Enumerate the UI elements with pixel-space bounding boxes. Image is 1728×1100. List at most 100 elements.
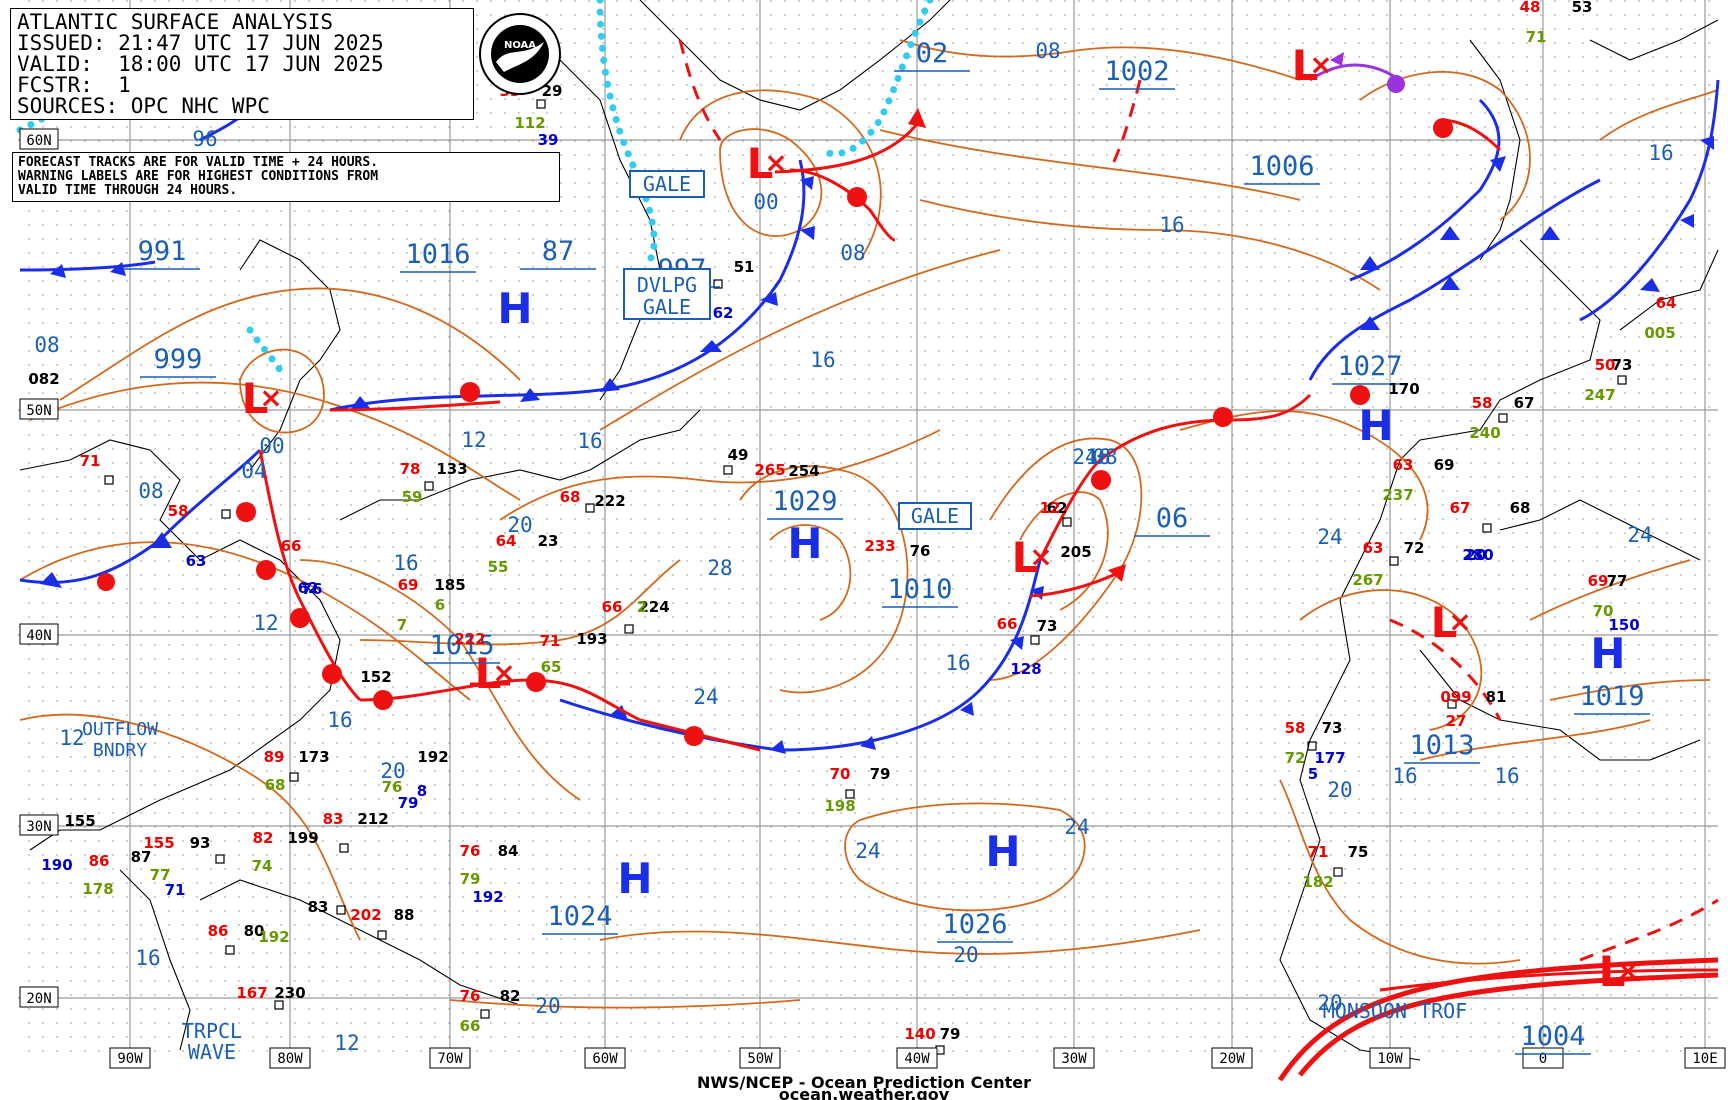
warning-box: [898, 502, 972, 530]
isobar-label: 16: [393, 551, 418, 575]
header-forecaster: FCSTR: 1: [17, 73, 131, 97]
warning-label: GALE: [643, 172, 691, 196]
isobar-label: 24: [1627, 523, 1652, 547]
station-observation: 082: [28, 370, 59, 388]
station-observation: 192: [472, 888, 503, 906]
isobar-label: 08: [1035, 39, 1060, 63]
isobar-label: 12: [59, 726, 84, 750]
station-observation: 140: [904, 1025, 935, 1043]
lon-label: 90W: [117, 1051, 143, 1067]
station-observation: 265: [754, 461, 785, 479]
isobar-label: 04: [241, 459, 266, 483]
header-issued: ISSUED: 21:47 UTC 17 JUN 2025: [17, 31, 384, 55]
lon-label-box: [1369, 1047, 1411, 1069]
station-observation: 280: [1462, 546, 1493, 564]
station-observation: 81: [1486, 688, 1507, 706]
isobar-label: 12: [461, 428, 486, 452]
note-line-3: VALID TIME THROUGH 24 HOURS.: [18, 183, 238, 198]
station-observation: 205: [1060, 543, 1091, 561]
station-observation: 69: [398, 576, 419, 594]
station-observation: 58: [168, 502, 189, 520]
annotation-label: OUTFLOW: [82, 719, 158, 740]
station-observation: 150: [1608, 616, 1639, 634]
station-observation: 48: [1520, 0, 1541, 16]
station-observation: 86: [89, 852, 110, 870]
station-observation: 75: [1348, 843, 1369, 861]
station-observation: 155: [64, 812, 95, 830]
isobar-label: 02: [916, 38, 949, 69]
lat-label-box: [19, 398, 59, 420]
station-observation: 83: [323, 810, 344, 828]
station-observation: 222: [454, 630, 485, 648]
warning-label: GALE: [911, 504, 959, 528]
station-observation: 267: [1352, 571, 1383, 589]
lon-label-box: [429, 1047, 471, 1069]
low-pressure-center: L: [1012, 533, 1039, 582]
station-observation: 212: [357, 810, 388, 828]
station-observation: 62: [713, 304, 734, 322]
station-observation: 70: [830, 765, 851, 783]
lon-label-box: [1053, 1047, 1095, 1069]
noaa-logo: NOAA: [478, 12, 562, 96]
station-observation: 2: [637, 598, 647, 616]
station-observation: 182: [1302, 873, 1333, 891]
isobar-label: 16: [945, 651, 970, 675]
isobar-label: 08: [34, 333, 59, 357]
station-observation: 167: [236, 984, 267, 1002]
isobar-label: 20: [1317, 991, 1342, 1015]
low-pressure-center: L: [1292, 41, 1319, 90]
isobar-label: 1029: [772, 486, 837, 517]
lon-label: 0: [1539, 1051, 1547, 1067]
isobar-label: 1013: [1409, 730, 1474, 761]
low-pressure-center: L: [242, 374, 269, 423]
isobar-label: 16: [1159, 213, 1184, 237]
lon-label-box: [896, 1047, 938, 1069]
isobar-label: 24: [855, 839, 880, 863]
lat-label-box: [19, 814, 59, 836]
isobar-label: 1004: [1520, 1021, 1585, 1052]
station-observation: 247: [1584, 386, 1615, 404]
station-observation: 39: [538, 131, 559, 149]
lat-label-box: [19, 623, 59, 645]
isobar-label: 16: [1085, 445, 1110, 469]
station-observation: 53: [1572, 0, 1593, 16]
station-observation: 76: [910, 542, 931, 560]
isobar-label: 1002: [1104, 56, 1169, 87]
lon-label: 10W: [1377, 1051, 1403, 1067]
station-observation: 170: [1388, 380, 1419, 398]
lon-label: 30W: [1061, 1051, 1087, 1067]
lon-label-box: [739, 1047, 781, 1069]
station-observation: 66: [997, 615, 1018, 633]
lon-label-box: [1211, 1047, 1253, 1069]
station-observation: 20: [1466, 546, 1487, 564]
station-observation: 66: [281, 537, 302, 555]
lon-label-box: [269, 1047, 311, 1069]
station-observation: 82: [500, 987, 521, 1005]
lat-label: 50N: [26, 403, 51, 419]
isobar-label: 08: [840, 241, 865, 265]
station-observation: 63: [1393, 456, 1414, 474]
low-center-x: ×: [1309, 48, 1332, 81]
station-observation: 178: [82, 880, 113, 898]
station-observation: 6: [435, 596, 445, 614]
lon-label: 70W: [437, 1051, 463, 1067]
isobar-label: 00: [753, 190, 778, 214]
lat-label-box: [19, 128, 59, 150]
track-arrowheads: [908, 108, 1126, 582]
high-pressure-center: H: [617, 854, 652, 903]
station-observation: 64: [496, 532, 517, 550]
header-sources: SOURCES: OPC NHC WPC: [17, 94, 270, 118]
station-observation: 099: [1440, 688, 1471, 706]
station-observation: 71: [1308, 843, 1329, 861]
lon-label-box: [1522, 1047, 1564, 1069]
warning-label: DVLPG: [637, 273, 697, 297]
station-observation: 62: [1047, 499, 1068, 517]
forecast-note-box: FORECAST TRACKS ARE FOR VALID TIME + 24 …: [12, 152, 560, 202]
isobar-label: 96: [192, 127, 217, 151]
station-observation: 72: [1285, 749, 1306, 767]
isobar-label: 06: [1156, 503, 1189, 534]
station-observation: 12: [1040, 499, 1061, 517]
station-observation: 240: [1469, 424, 1500, 442]
noaa-logo-text: NOAA: [504, 40, 536, 51]
station-observation: 27: [1446, 712, 1467, 730]
